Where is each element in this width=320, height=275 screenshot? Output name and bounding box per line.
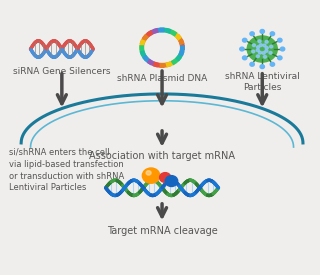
Circle shape [263,44,266,47]
Circle shape [256,49,259,52]
Circle shape [278,56,282,60]
Circle shape [257,46,260,48]
Circle shape [270,45,273,48]
Circle shape [240,47,244,51]
Circle shape [256,55,260,57]
Circle shape [247,36,277,62]
Circle shape [160,173,171,182]
Circle shape [258,40,261,43]
Text: Association with target mRNA: Association with target mRNA [89,151,235,161]
Circle shape [270,32,275,36]
Circle shape [260,65,264,68]
Circle shape [259,51,262,54]
Circle shape [243,56,247,60]
Circle shape [243,38,247,42]
Circle shape [142,168,160,183]
Circle shape [148,35,176,60]
Circle shape [278,38,282,42]
Text: si/shRNA enters the cell
via lipid-based transfection
or transduction with shRNA: si/shRNA enters the cell via lipid-based… [9,148,124,192]
Circle shape [270,62,275,66]
Text: siRNA Gene Silencers: siRNA Gene Silencers [13,67,111,76]
Circle shape [263,56,267,58]
Circle shape [265,50,268,52]
Circle shape [262,52,265,54]
Circle shape [259,44,262,46]
Circle shape [252,50,255,53]
Circle shape [146,171,151,175]
Circle shape [165,176,178,186]
Circle shape [250,32,254,36]
Circle shape [280,47,285,51]
Circle shape [265,40,268,43]
Text: shRNA Lentiviral
Particles: shRNA Lentiviral Particles [225,72,300,92]
Circle shape [269,51,272,54]
Circle shape [252,44,255,46]
Text: Target mRNA cleavage: Target mRNA cleavage [107,226,217,236]
Circle shape [260,29,264,33]
Circle shape [265,46,268,49]
Circle shape [250,62,254,66]
Text: shRNA Plasmid DNA: shRNA Plasmid DNA [117,73,207,82]
